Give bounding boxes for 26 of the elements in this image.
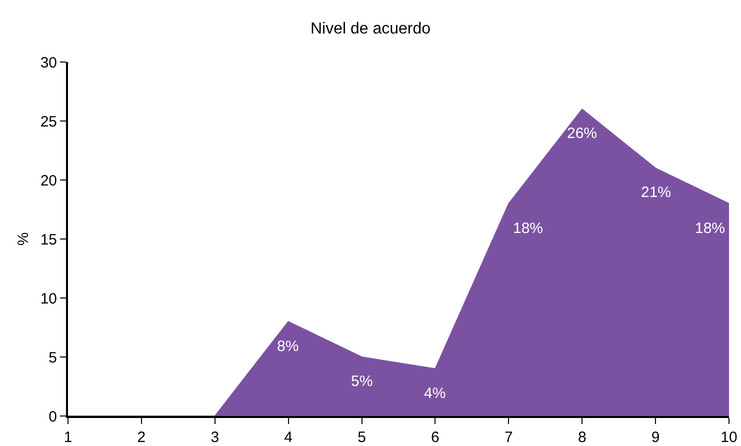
y-axis-title: %: [15, 232, 32, 246]
data-label: 18%: [513, 220, 544, 237]
data-label: 4%: [424, 385, 446, 402]
x-tick-label: 9: [651, 429, 660, 446]
y-tick-label: 10: [40, 290, 57, 308]
data-label: 21%: [641, 184, 672, 201]
data-label: 8%: [277, 338, 299, 355]
data-label: 26%: [567, 125, 598, 142]
data-label: 5%: [351, 373, 373, 390]
x-tick-label: 4: [284, 429, 292, 446]
y-tick-label: 25: [40, 113, 57, 130]
y-tick-label: 0: [48, 408, 57, 426]
x-tick-label: 3: [210, 429, 220, 446]
x-tick-label: 2: [137, 429, 146, 446]
x-tick-label: 7: [504, 429, 513, 446]
x-tick-label: 6: [431, 429, 440, 446]
x-tick-label: 8: [578, 429, 586, 446]
chart-title: Nivel de acuerdo: [310, 20, 431, 38]
x-tick-label: 10: [720, 429, 738, 446]
y-tick-label: 5: [48, 349, 57, 366]
x-tick-label: 1: [64, 429, 72, 446]
y-tick-label: 15: [40, 231, 57, 248]
data-label: 18%: [695, 220, 726, 237]
y-tick-label: 30: [40, 54, 57, 72]
y-tick-label: 20: [40, 172, 57, 190]
x-tick-label: 5: [358, 429, 366, 446]
